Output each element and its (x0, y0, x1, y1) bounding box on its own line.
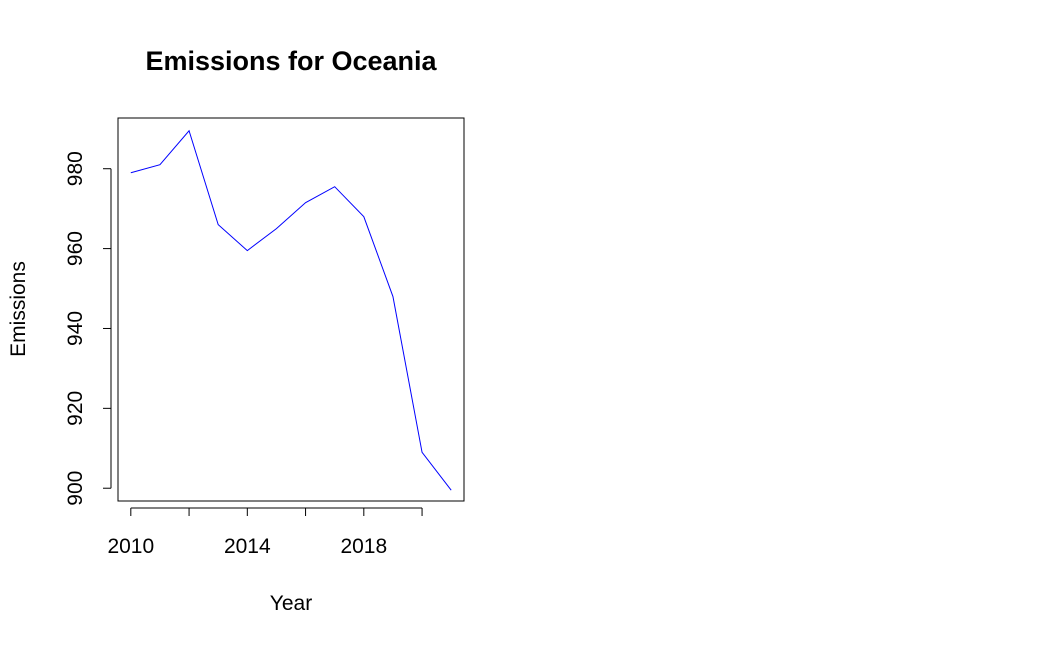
emissions-line (130, 129, 452, 491)
y-tick-label: 940 (64, 311, 87, 346)
y-axis: 900 920 940 960 980 (64, 151, 112, 506)
chart-title: Emissions for Oceania (145, 46, 437, 76)
x-tick-label: 2014 (224, 535, 271, 558)
x-tick-label: 2010 (107, 535, 154, 558)
y-tick-label: 920 (64, 391, 87, 426)
x-axis: 2010 2014 2018 (107, 507, 423, 558)
x-tick-label: 2018 (340, 535, 387, 558)
y-axis-label: Emissions (7, 261, 30, 357)
y-tick-label: 900 (64, 471, 87, 506)
y-tick-label: 980 (64, 151, 87, 186)
y-tick-label: 960 (64, 231, 87, 266)
x-axis-label: Year (270, 592, 312, 615)
plot-frame (117, 117, 465, 502)
